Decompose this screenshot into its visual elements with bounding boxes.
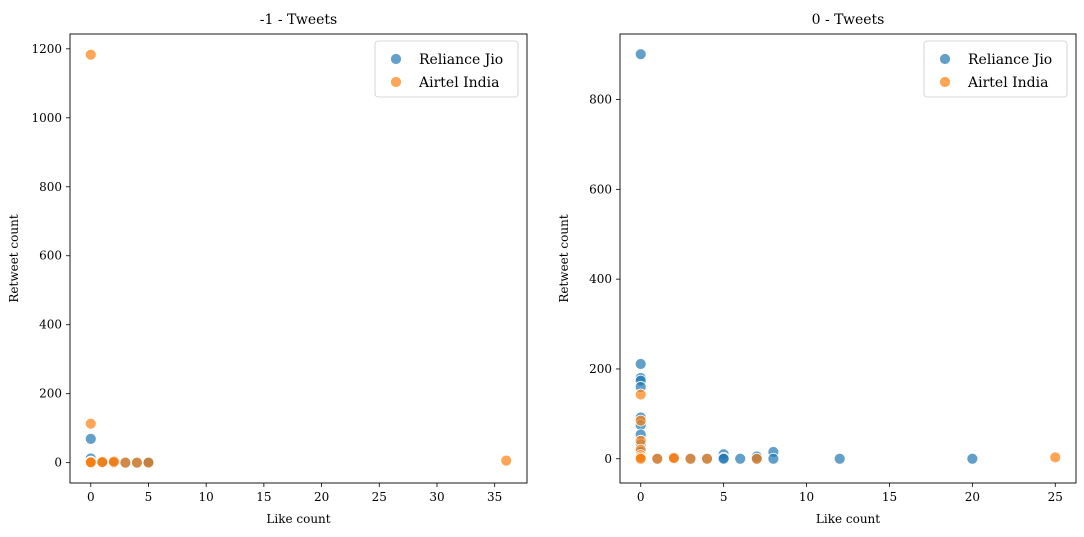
data-point-airtel-india <box>96 456 109 468</box>
x-tick-label: 15 <box>882 490 897 504</box>
data-point-airtel-india <box>634 452 647 465</box>
x-tick-label: 5 <box>720 490 728 504</box>
y-tick-label: 200 <box>589 362 612 376</box>
legend-box <box>923 40 1068 98</box>
legend-label-airtel-india: Airtel India <box>418 75 499 91</box>
y-tick-label: 1200 <box>31 42 62 56</box>
legend-label-reliance-jio: Reliance Jio <box>419 52 503 68</box>
x-tick-label: 25 <box>1048 490 1063 504</box>
data-point-airtel-india <box>84 456 97 469</box>
x-tick-label: 20 <box>965 490 980 504</box>
data-point-airtel-india <box>634 388 647 401</box>
x-tick-label: 35 <box>487 490 502 504</box>
y-tick-label: 800 <box>39 180 62 194</box>
y-tick-label: 1000 <box>31 111 62 125</box>
data-point-airtel-india <box>634 414 647 427</box>
legend-marker-reliance-jio <box>390 53 402 65</box>
y-axis-label: Retweet count <box>7 214 21 302</box>
data-point-airtel-india <box>750 452 763 465</box>
y-tick-label: 600 <box>589 182 612 196</box>
data-point-reliance-jio <box>833 452 846 465</box>
data-point-reliance-jio <box>966 452 979 465</box>
plot-area <box>634 48 1062 465</box>
x-tick-label: 5 <box>145 490 153 504</box>
chart-right: 0 - Tweets 0 5 10 15 20 25 0 200 400 600 800 Like co… <box>557 12 1077 526</box>
data-point-reliance-jio <box>634 48 647 61</box>
y-tick-label: 400 <box>39 318 62 332</box>
y-tick-label: 800 <box>589 93 612 107</box>
chart-title: -1 - Tweets <box>260 12 337 28</box>
legend-label-airtel-india: Airtel India <box>967 75 1048 91</box>
legend-box <box>374 40 519 98</box>
data-point-airtel-india <box>500 454 513 467</box>
data-point-reliance-jio <box>767 452 780 465</box>
data-point-airtel-india <box>142 456 155 469</box>
axes-frame <box>619 33 1077 484</box>
data-point-airtel-india <box>84 417 97 430</box>
legend-marker-reliance-jio <box>939 53 951 65</box>
x-tick-label: 10 <box>199 490 214 504</box>
data-point-airtel-india <box>107 455 120 468</box>
legend-marker-airtel-india <box>390 76 402 88</box>
y-tick-label: 0 <box>604 452 612 466</box>
data-point-reliance-jio <box>84 432 97 445</box>
data-point-airtel-india <box>701 452 713 465</box>
data-point-reliance-jio <box>634 358 647 370</box>
y-tick-label: 200 <box>39 387 62 401</box>
legend: Reliance Jio Airtel India <box>923 40 1068 98</box>
x-tick-label: 25 <box>372 490 387 504</box>
data-point-reliance-jio <box>734 452 747 465</box>
data-point-airtel-india <box>119 456 132 469</box>
legend: Reliance Jio Airtel India <box>374 40 519 98</box>
data-point-airtel-india <box>1049 451 1062 464</box>
x-tick-label: 30 <box>429 490 444 504</box>
data-point-airtel-india <box>131 456 143 469</box>
legend-marker-airtel-india <box>939 76 951 88</box>
axes-frame <box>69 33 528 484</box>
x-axis-label: Like count <box>816 512 880 526</box>
y-tick-label: 0 <box>54 456 62 470</box>
data-point-reliance-jio <box>717 452 730 465</box>
data-point-airtel-india <box>667 451 680 464</box>
legend-label-reliance-jio: Reliance Jio <box>968 52 1052 68</box>
x-tick-label: 0 <box>637 490 645 504</box>
plot-area <box>84 48 513 469</box>
data-point-airtel-india <box>84 48 97 61</box>
chart-title: 0 - Tweets <box>812 12 885 28</box>
x-tick-label: 10 <box>799 490 814 504</box>
x-axis-label: Like count <box>266 512 330 526</box>
data-point-airtel-india <box>684 452 697 465</box>
x-tick-label: 20 <box>314 490 329 504</box>
x-tick-label: 0 <box>87 490 95 504</box>
y-tick-label: 600 <box>39 249 62 263</box>
x-tick-label: 15 <box>256 490 271 504</box>
chart-left: -1 - Tweets 0 5 10 15 20 25 30 35 0 200 400 600 800 10… <box>7 12 528 526</box>
data-point-airtel-india <box>651 452 664 465</box>
y-tick-label: 400 <box>589 272 612 286</box>
y-axis-label: Retweet count <box>557 214 571 302</box>
